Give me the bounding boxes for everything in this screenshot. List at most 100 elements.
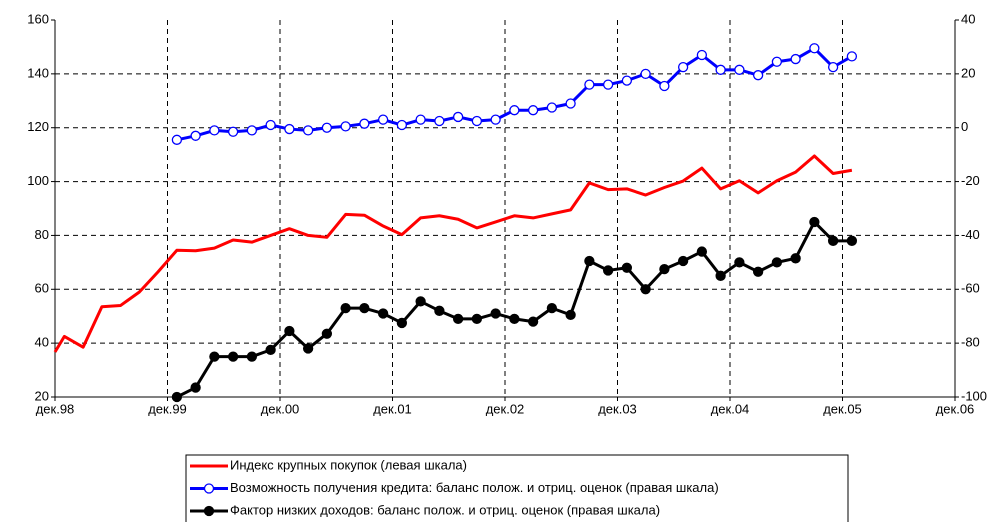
data-point: [771, 56, 783, 67]
data-point: [227, 126, 239, 137]
data-point: [434, 305, 445, 316]
data-point: [734, 257, 745, 268]
data-point: [359, 118, 370, 129]
data-point: [790, 53, 801, 65]
data-point: [246, 125, 258, 136]
data-point: [490, 308, 501, 319]
data-point: [209, 351, 220, 362]
y-tick-label: 60: [35, 281, 49, 296]
data-point: [190, 382, 201, 393]
y2-tick-label: 20: [961, 65, 975, 80]
legend-box: [185, 454, 849, 522]
y-tick-label: 120: [27, 119, 49, 134]
legend-label: Возможность получения кредита: баланс по…: [230, 480, 719, 495]
y-tick-label: 100: [27, 173, 49, 188]
data-point: [640, 68, 651, 80]
x-tick-label: дек.99: [148, 401, 187, 416]
data-point: [490, 114, 501, 125]
data-point: [321, 328, 333, 339]
data-point: [827, 61, 839, 73]
data-point: [640, 284, 651, 295]
data-point: [809, 43, 820, 54]
data-point: [790, 253, 801, 264]
legend-marker: [203, 505, 215, 517]
data-point: [621, 75, 633, 86]
data-point: [302, 125, 314, 136]
data-point: [752, 266, 764, 277]
y-tick-label: 40: [35, 335, 49, 350]
data-point: [846, 51, 858, 62]
y2-tick-label: -80: [961, 335, 980, 350]
y2-tick-label: -60: [961, 281, 980, 296]
y-tick-label: 160: [27, 11, 49, 26]
data-point: [452, 111, 464, 123]
data-point: [171, 134, 183, 145]
data-point: [434, 115, 445, 127]
data-point: [509, 313, 520, 325]
y2-tick-label: 0: [961, 119, 968, 134]
data-point: [602, 79, 614, 90]
data-point: [284, 325, 295, 337]
y2-tick-label: -100: [961, 388, 987, 403]
data-point: [265, 119, 276, 131]
data-point: [340, 302, 351, 314]
data-point: [809, 216, 820, 228]
x-tick-label: дек.01: [373, 401, 412, 416]
x-tick-label: дек.06: [936, 401, 975, 416]
data-point: [452, 313, 464, 325]
y2-tick-label: 40: [961, 11, 975, 26]
series-line: [176, 220, 852, 399]
data-point: [227, 351, 239, 362]
x-tick-label: дек.02: [486, 401, 525, 416]
legend-label: Фактор низких доходов: баланс полож. и о…: [230, 502, 660, 517]
data-point: [677, 61, 689, 73]
data-point: [415, 296, 426, 307]
data-point: [846, 235, 858, 246]
data-point: [827, 235, 839, 246]
data-point: [696, 246, 708, 257]
data-point: [396, 317, 408, 329]
data-point: [415, 114, 426, 125]
data-point: [246, 351, 258, 362]
data-point: [377, 308, 389, 319]
data-point: [621, 262, 633, 273]
data-point: [715, 270, 726, 281]
x-tick-label: дек.00: [261, 401, 300, 416]
data-point: [527, 105, 539, 116]
legend-label: Индекс крупных покупок (левая шкала): [230, 457, 467, 472]
y2-tick-label: -40: [961, 227, 980, 242]
data-point: [659, 80, 670, 92]
data-point: [190, 130, 201, 141]
x-tick-label: дек.98: [36, 401, 75, 416]
data-point: [209, 125, 220, 136]
data-point: [265, 344, 276, 356]
y-tick-label: 20: [35, 388, 49, 403]
data-point: [602, 265, 614, 276]
data-point: [696, 49, 708, 61]
data-point: [584, 255, 595, 267]
data-point: [677, 255, 689, 267]
data-point: [302, 343, 314, 354]
data-point: [359, 302, 370, 314]
data-point: [771, 257, 783, 268]
data-point: [565, 98, 576, 109]
data-point: [546, 302, 558, 314]
data-point: [734, 64, 745, 75]
series-line: [176, 46, 853, 142]
x-tick-label: дек.03: [598, 401, 637, 416]
data-point: [509, 105, 520, 116]
data-point: [565, 309, 576, 321]
data-point: [715, 64, 726, 75]
data-point: [546, 102, 558, 113]
data-point: [659, 263, 670, 275]
data-point: [284, 123, 295, 135]
y2-tick-label: -20: [961, 173, 980, 188]
x-tick-label: дек.04: [711, 401, 750, 416]
x-tick-label: дек.05: [823, 401, 862, 416]
data-point: [752, 70, 764, 81]
data-point: [471, 313, 483, 325]
y-tick-label: 140: [27, 65, 49, 80]
data-point: [171, 391, 183, 403]
data-point: [340, 121, 351, 132]
